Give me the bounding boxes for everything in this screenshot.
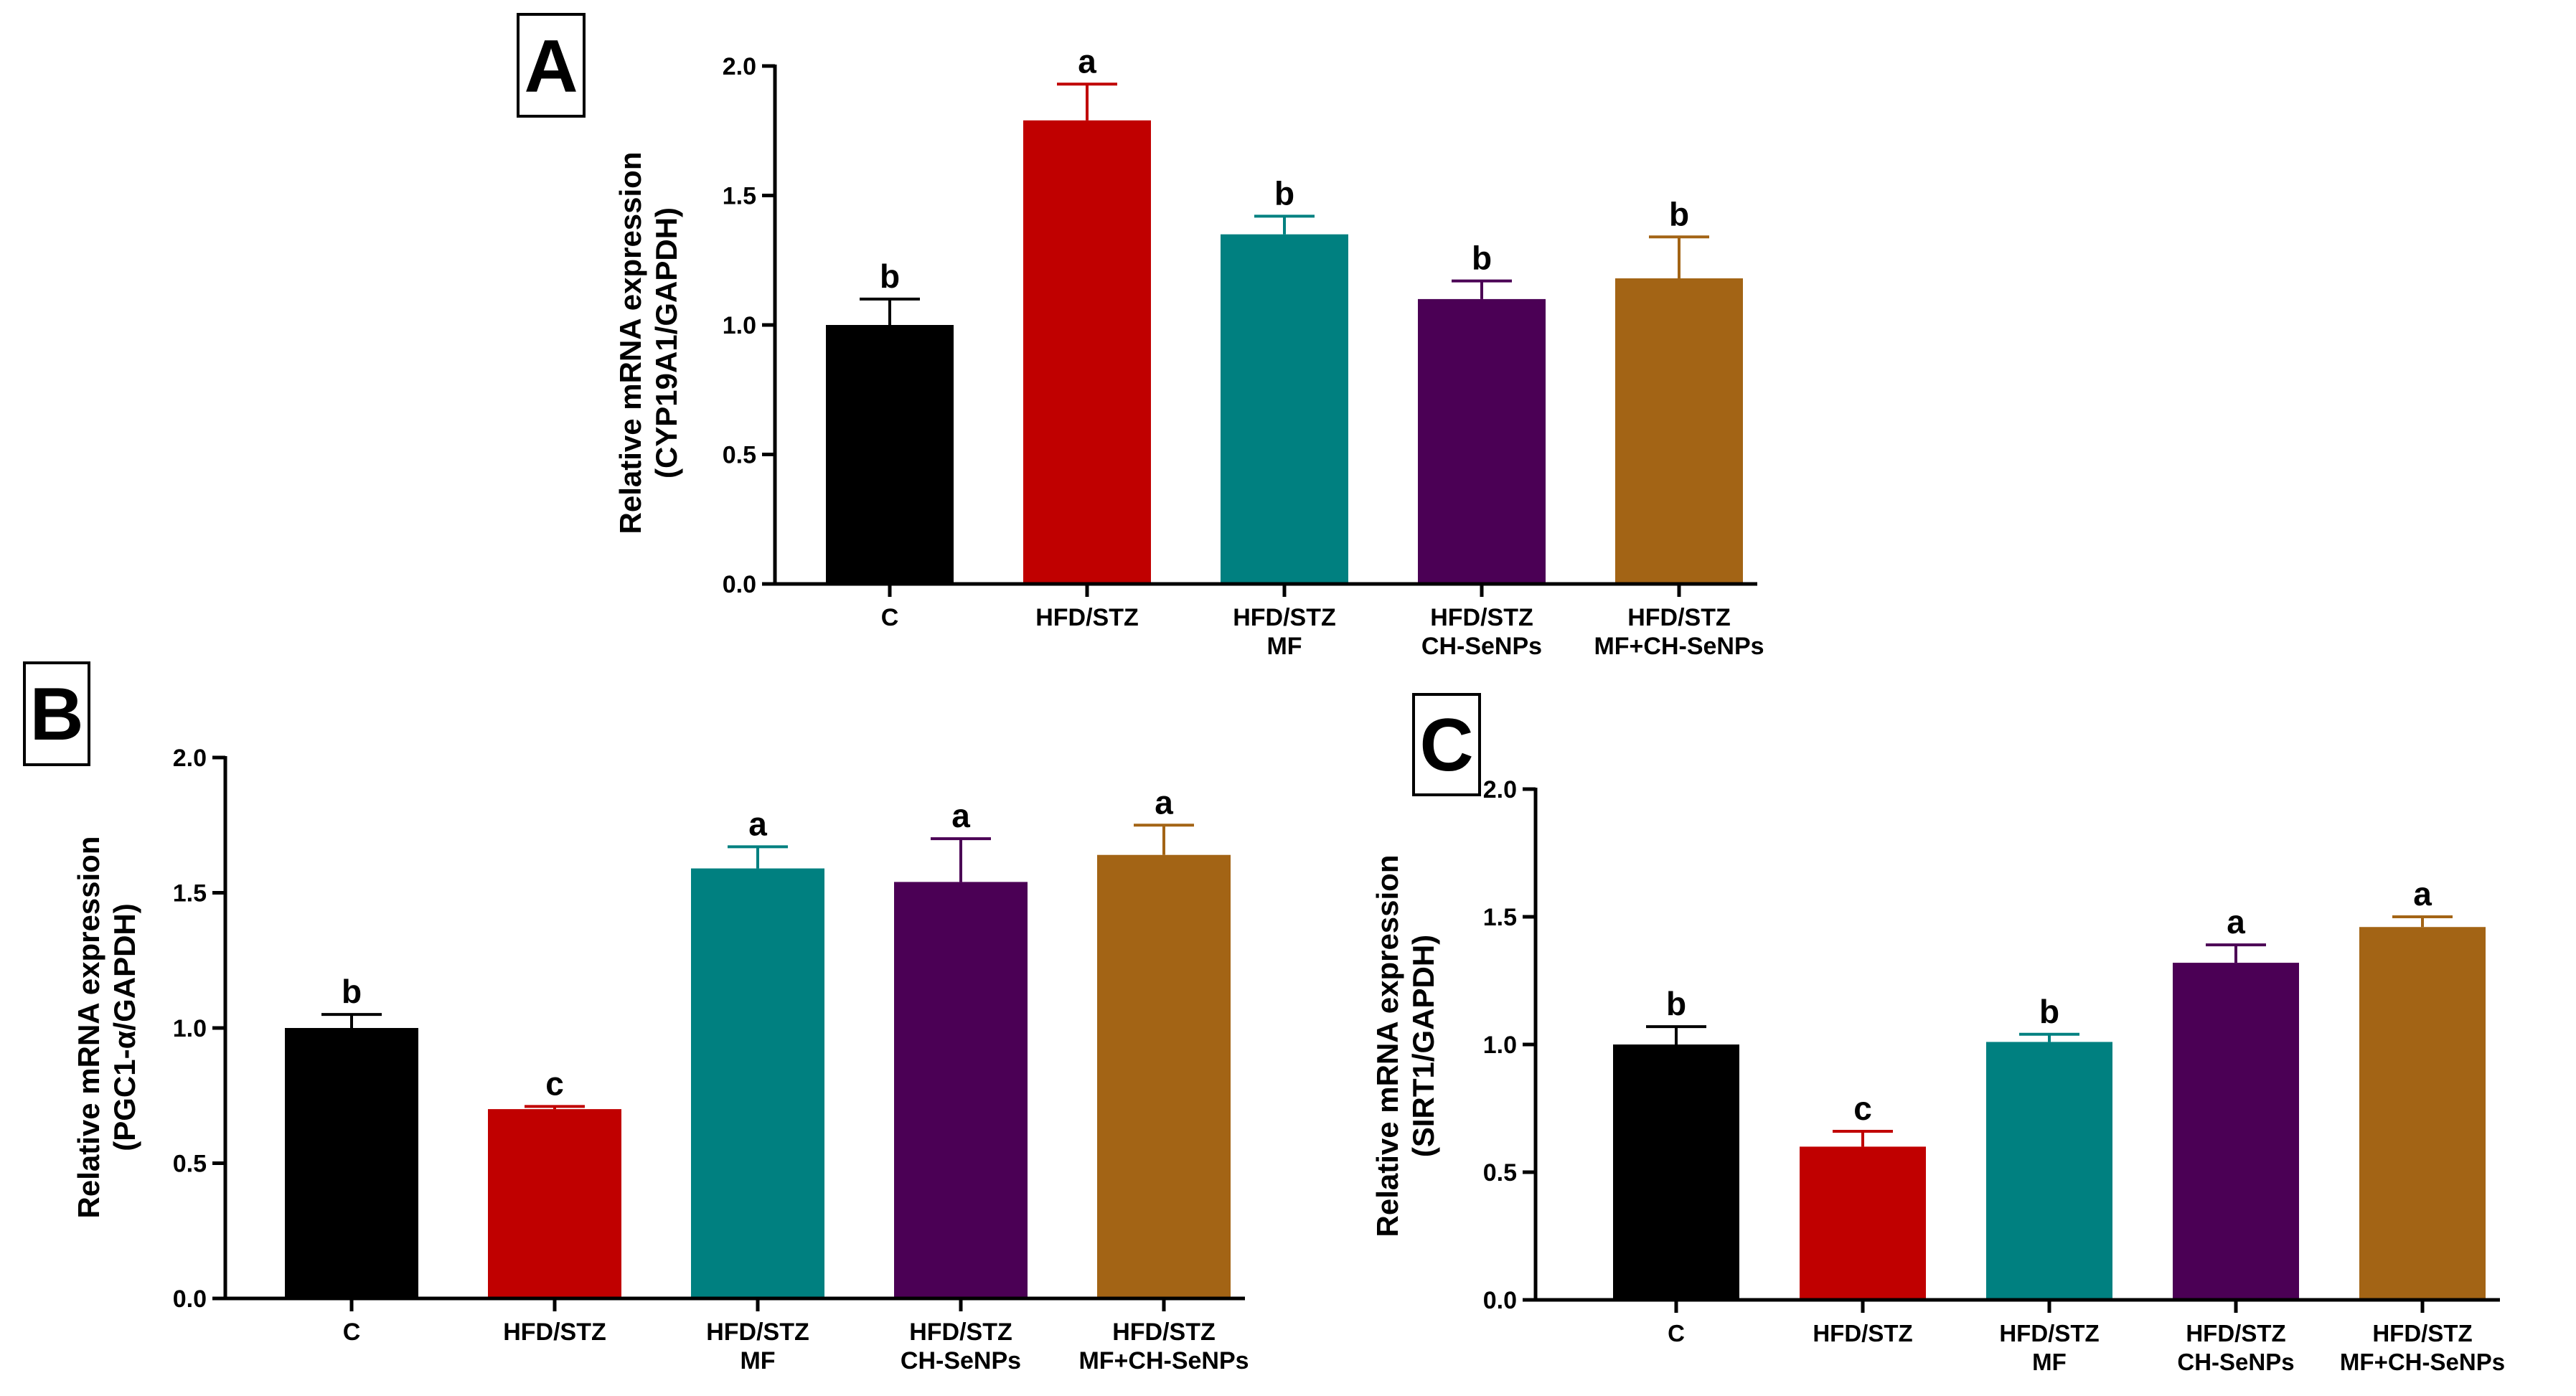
significance-letter-2: c — [1853, 1090, 1872, 1127]
panel-label-box — [23, 661, 90, 766]
y-axis-label-line-1: Relative mRNA expression — [72, 836, 105, 1219]
significance-letter-4: a — [951, 797, 970, 834]
x-tick-label: HFD/STZ — [2372, 1320, 2472, 1347]
panel-a: A Relative mRNA expression (CYP19A1/GAPD… — [517, 13, 1764, 660]
y-tick-label: 0.0 — [723, 571, 756, 598]
y-tick-label: 0.5 — [1483, 1159, 1517, 1187]
x-tick-label: HFD/STZ — [1035, 604, 1139, 631]
bar-3 — [1221, 234, 1348, 584]
bar-5 — [1097, 854, 1231, 1298]
y-tick-label: 1.0 — [723, 312, 756, 339]
x-tick-label: MF+CH-SeNPs — [2340, 1349, 2505, 1375]
bar-5 — [1615, 278, 1743, 584]
y-tick-label: 1.5 — [723, 183, 756, 210]
bar-4 — [894, 882, 1028, 1298]
y-tick-label: 0.0 — [1483, 1287, 1517, 1314]
significance-letter-1: b — [342, 973, 362, 1010]
x-tick-label: CH-SeNPs — [1421, 633, 1542, 660]
bar-2 — [1023, 120, 1151, 584]
significance-letter-2: c — [545, 1065, 564, 1102]
x-tick-label: MF — [1266, 633, 1302, 660]
x-tick-label: MF — [740, 1347, 775, 1374]
panel-b: B Relative mRNA expression (PGC1-α/GAPDH… — [23, 661, 1249, 1374]
significance-letter-4: a — [2227, 903, 2245, 940]
bar-2 — [1800, 1146, 1926, 1300]
x-tick-label: HFD/STZ — [503, 1319, 606, 1346]
significance-letter-1: b — [880, 258, 900, 295]
y-tick-label: 0.5 — [173, 1151, 207, 1178]
significance-letter-5: a — [1155, 783, 1173, 821]
significance-letter-3: a — [748, 805, 767, 842]
bar-4 — [2173, 963, 2299, 1300]
plot-area: bca a a0.00.51.01.52.0C HFD/STZ HFD/STZMFHFD… — [173, 745, 1249, 1374]
significance-letter-1: b — [1666, 985, 1686, 1022]
x-tick-label: C — [1668, 1320, 1685, 1347]
y-tick-label: 2.0 — [173, 745, 207, 772]
bar-1 — [826, 325, 954, 584]
panel-label-box — [517, 13, 586, 118]
x-tick-label: HFD/STZ — [2186, 1320, 2285, 1347]
significance-letter-5: b — [1669, 195, 1689, 232]
bar-2 — [488, 1109, 621, 1298]
panel-label-box — [1412, 693, 1481, 796]
significance-letter-4: b — [1472, 240, 1492, 277]
panel-c: C Relative mRNA expression (SIRT1/GAPDH)… — [1371, 693, 2505, 1375]
x-tick-label: MF+CH-SeNPs — [1594, 633, 1764, 660]
y-tick-label: 1.5 — [1483, 904, 1517, 931]
x-tick-label: C — [881, 604, 899, 631]
bar-4 — [1418, 298, 1546, 584]
bar-1 — [1613, 1044, 1739, 1300]
panel-label: C — [1419, 704, 1473, 787]
y-tick-label: 1.0 — [1483, 1032, 1517, 1059]
significance-letter-2: a — [1078, 42, 1096, 80]
significance-letter-5: a — [2413, 875, 2432, 912]
bar-3 — [691, 868, 824, 1298]
y-axis-label-line-2: (CYP19A1/GAPDH) — [649, 207, 683, 478]
x-tick-label: HFD/STZ — [1813, 1320, 1912, 1347]
y-tick-label: 2.0 — [723, 53, 756, 80]
x-tick-label: MF+CH-SeNPs — [1078, 1347, 1249, 1374]
x-tick-label: MF — [2032, 1349, 2067, 1375]
x-tick-label: HFD/STZ — [1627, 604, 1731, 631]
bar-3 — [1986, 1042, 2112, 1300]
x-tick-label: C — [343, 1319, 361, 1346]
y-axis-label-line-2: (SIRT1/GAPDH) — [1406, 935, 1440, 1157]
panel-label: A — [524, 25, 578, 108]
significance-letter-3: b — [2039, 993, 2059, 1030]
bar-1 — [285, 1028, 418, 1298]
y-axis-label-line-1: Relative mRNA expression — [1371, 855, 1404, 1237]
y-axis-label-line-2: (PGC1-α/GAPDH) — [108, 903, 141, 1151]
y-tick-label: 1.5 — [173, 880, 207, 907]
x-tick-label: HFD/STZ — [1112, 1319, 1216, 1346]
y-axis-label-line-1: Relative mRNA expression — [614, 152, 647, 534]
bar-5 — [2359, 927, 2486, 1300]
x-tick-label: HFD/STZ — [706, 1319, 809, 1346]
panel-label: B — [29, 673, 83, 756]
y-tick-label: 0.5 — [723, 442, 756, 469]
y-tick-label: 1.0 — [173, 1015, 207, 1042]
y-tick-label: 2.0 — [1483, 776, 1517, 803]
x-tick-label: CH-SeNPs — [901, 1347, 1021, 1374]
x-tick-label: CH-SeNPs — [2177, 1349, 2294, 1375]
y-tick-label: 0.0 — [173, 1286, 207, 1313]
x-tick-label: HFD/STZ — [909, 1319, 1012, 1346]
significance-letter-3: b — [1274, 174, 1294, 212]
x-tick-label: HFD/STZ — [1430, 604, 1533, 631]
x-tick-label: HFD/STZ — [1999, 1320, 2099, 1347]
x-tick-label: HFD/STZ — [1233, 604, 1336, 631]
